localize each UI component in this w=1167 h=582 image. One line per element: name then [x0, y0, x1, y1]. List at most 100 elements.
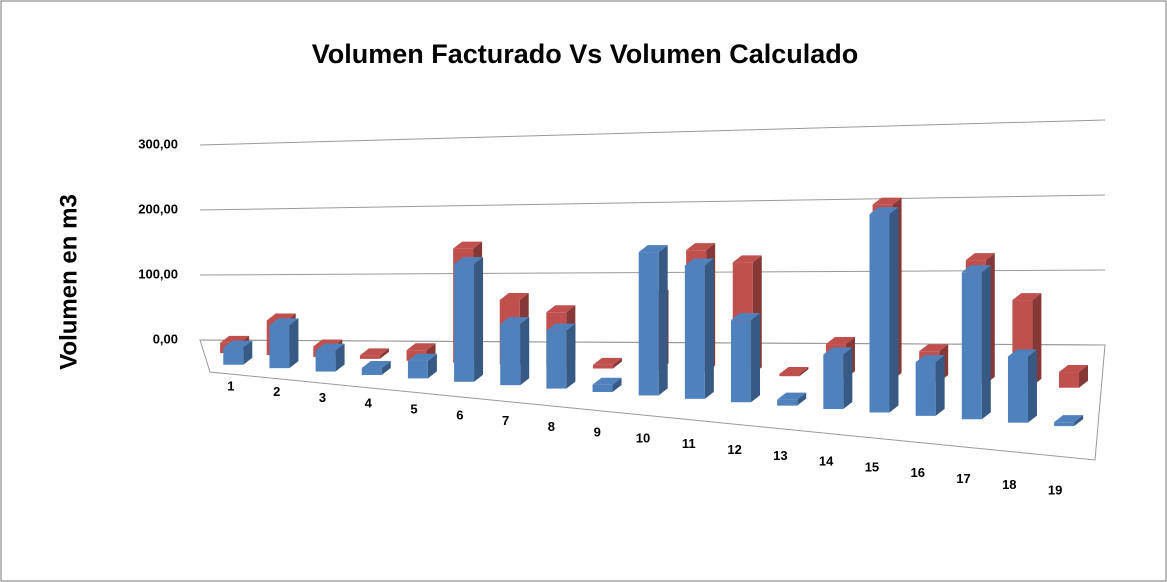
bar-top: [1007, 349, 1037, 357]
bar-front: [777, 399, 798, 406]
bar: [407, 353, 437, 379]
x-tick-label: 12: [727, 442, 741, 457]
bar-front: [915, 362, 936, 416]
bar-side: [612, 357, 622, 369]
x-tick-label: 4: [365, 396, 373, 411]
bar-side: [243, 340, 253, 365]
bar: [361, 360, 391, 375]
bar: [359, 348, 389, 359]
bar-front: [592, 364, 613, 369]
bar: [823, 347, 853, 410]
bar-front: [359, 355, 380, 359]
bar-front: [1058, 372, 1079, 388]
bar-top: [361, 360, 391, 368]
bar-top: [686, 243, 716, 251]
bar-side: [799, 366, 809, 377]
bar-front: [454, 264, 475, 382]
bar-top: [1054, 415, 1084, 423]
x-tick-label: 19: [1048, 483, 1062, 498]
bar-top: [825, 337, 855, 345]
bar-side: [935, 355, 945, 416]
bar-top: [454, 257, 484, 265]
x-tick-label: 6: [456, 407, 463, 422]
bar-top: [1058, 365, 1088, 373]
x-tick-label: 3: [319, 390, 326, 405]
bar-top: [638, 245, 668, 253]
bar-top: [592, 357, 622, 365]
bar-front: [638, 252, 659, 396]
x-tick-label: 18: [1002, 477, 1016, 492]
bar-side: [474, 257, 484, 382]
bar-top: [546, 305, 576, 313]
bar-side: [520, 317, 530, 386]
x-tick-label: 14: [819, 454, 834, 469]
x-tick-label: 10: [636, 430, 650, 445]
bar-side: [981, 265, 991, 420]
bar-top: [823, 347, 853, 355]
bar-top: [407, 353, 437, 361]
bar-front: [500, 324, 521, 386]
x-tick-label: 9: [594, 425, 601, 440]
bar: [500, 317, 530, 386]
x-tick-label: 13: [773, 448, 787, 463]
bar: [915, 355, 945, 416]
x-tick-label: 2: [273, 384, 280, 399]
bar-side: [1074, 415, 1084, 427]
bar-side: [427, 353, 437, 379]
bar: [684, 258, 714, 399]
bar-side: [1078, 365, 1088, 388]
x-tick-label: 7: [502, 413, 509, 428]
x-tick-label: 17: [956, 471, 970, 486]
chart-title: Volumen Facturado Vs Volumen Calculado: [312, 39, 859, 69]
grid-line: [199, 119, 1106, 146]
bar-top: [869, 207, 899, 215]
bar-front: [823, 354, 844, 410]
bar-front: [684, 265, 705, 399]
bar: [638, 245, 668, 396]
bar: [777, 392, 807, 406]
bar-side: [289, 318, 299, 369]
bar-top: [406, 343, 436, 351]
bar-top: [777, 392, 807, 400]
bar-top: [546, 323, 576, 331]
bar: [269, 318, 299, 369]
bar-top: [269, 318, 299, 326]
bar-side: [751, 313, 761, 403]
bar-top: [453, 241, 483, 249]
bar-side: [1027, 349, 1037, 423]
bar: [592, 377, 622, 393]
bar: [1058, 365, 1088, 388]
y-axis-label: Volumen en m3: [55, 194, 82, 370]
bar: [1007, 349, 1037, 423]
bar-side: [797, 392, 807, 406]
bar: [546, 323, 576, 389]
bar-top: [1012, 293, 1042, 301]
bar-front: [407, 360, 428, 379]
bar-front: [961, 272, 982, 420]
bar: [779, 366, 809, 377]
grid-line: [199, 194, 1106, 211]
bar-front: [1054, 422, 1075, 427]
bar-side: [843, 347, 853, 410]
bar: [454, 257, 484, 382]
bar-top: [915, 355, 945, 363]
bar-side: [566, 323, 576, 389]
y-tick-label: 200,00: [138, 201, 178, 216]
bar-front: [731, 320, 752, 403]
bar: [961, 265, 991, 420]
x-tick-label: 15: [865, 459, 879, 474]
x-tick-label: 8: [548, 419, 555, 434]
x-tick-label: 16: [911, 465, 925, 480]
bar: [592, 357, 622, 369]
bar: [1054, 415, 1084, 427]
bar-front: [546, 330, 567, 389]
x-tick-label: 5: [410, 401, 417, 416]
bar-front: [315, 350, 336, 372]
bar-front: [869, 214, 890, 413]
bar-front: [592, 384, 613, 393]
bar-front: [1007, 356, 1028, 423]
bar-top: [779, 366, 809, 374]
y-tick-label: 0,00: [153, 331, 178, 346]
